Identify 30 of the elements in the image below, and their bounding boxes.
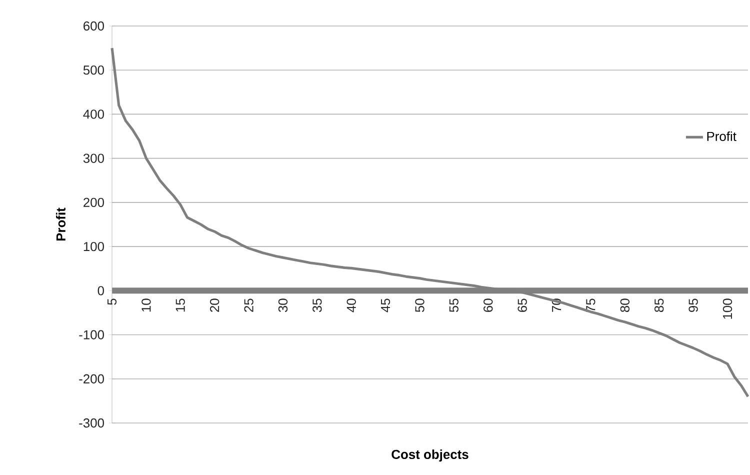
x-tick-label: 80 (620, 298, 630, 312)
x-tick-label: 55 (449, 298, 458, 312)
y-tick-label: -100 (79, 330, 104, 340)
y-tick-label: 600 (84, 21, 104, 31)
y-tick-label: 400 (83, 110, 104, 119)
x-tick-label: 85 (654, 298, 664, 312)
x-tick-label: 5 (107, 298, 117, 305)
y-tick-label: 300 (83, 154, 104, 163)
x-tick-label: 60 (484, 298, 493, 312)
x-tick-label: 40 (346, 298, 356, 312)
x-tick-label: 95 (688, 298, 698, 312)
y-tick-label: 500 (83, 66, 104, 75)
x-tick-label: 45 (381, 298, 390, 312)
x-tick-label: 50 (415, 298, 424, 312)
x-tick-label: 15 (176, 298, 185, 312)
x-tick-label: 100 (722, 298, 732, 319)
y-tick-label: 100 (84, 242, 104, 252)
x-tick-label: 65 (518, 298, 527, 312)
x-axis-title: Cost objects (392, 449, 468, 462)
x-tick-label: 35 (312, 298, 322, 312)
y-tick-label: 0 (98, 286, 104, 296)
y-tick-label: -300 (79, 418, 104, 428)
y-tick-label: 200 (84, 198, 104, 208)
y-tick-label: -200 (79, 374, 104, 384)
x-tick-label: 25 (244, 298, 254, 312)
x-tick-label: 30 (278, 298, 288, 312)
y-axis-title: Profit (56, 208, 66, 241)
x-tick-label: 20 (210, 298, 220, 312)
x-tick-label: 10 (142, 298, 151, 312)
legend-label: Profit (707, 131, 736, 141)
